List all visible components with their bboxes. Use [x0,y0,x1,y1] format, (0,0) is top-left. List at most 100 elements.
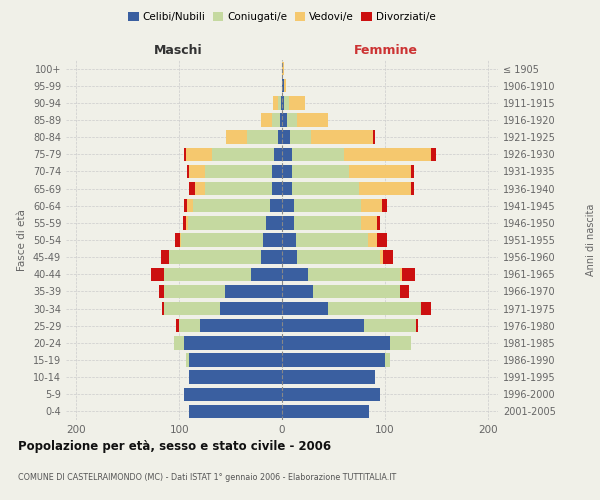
Bar [382,199,387,212]
Bar [421,302,431,316]
Bar [175,234,180,246]
Bar [278,96,281,110]
Bar [282,250,298,264]
Bar [373,130,374,144]
Bar [308,268,400,281]
Bar [272,182,282,196]
Bar [390,336,410,349]
Bar [282,388,380,401]
Bar [400,268,403,281]
Bar [190,182,194,196]
Bar [377,216,380,230]
Bar [313,284,400,298]
Bar [205,164,272,178]
Legend: Celibi/Nubili, Coniugati/e, Vedovi/e, Divorziati/e: Celibi/Nubili, Coniugati/e, Vedovi/e, Di… [124,8,440,26]
Bar [169,250,262,264]
Bar [282,182,292,196]
Bar [284,96,289,110]
Bar [190,164,205,178]
Bar [187,148,212,161]
Bar [263,234,282,246]
Bar [187,199,193,212]
Bar [328,302,421,316]
Bar [400,284,409,298]
Bar [164,268,251,281]
Bar [187,354,190,366]
Bar [278,130,282,144]
Bar [290,130,311,144]
Bar [292,164,349,178]
Bar [262,250,282,264]
Bar [179,319,200,332]
Bar [184,388,282,401]
Bar [359,182,410,196]
Bar [296,234,368,246]
Bar [380,250,383,264]
Bar [410,164,413,178]
Bar [273,96,278,110]
Bar [431,148,436,161]
Bar [282,96,284,110]
Bar [383,250,393,264]
Bar [361,216,377,230]
Bar [280,114,282,126]
Bar [282,62,284,76]
Bar [282,319,364,332]
Bar [282,114,287,126]
Text: Popolazione per età, sesso e stato civile - 2006: Popolazione per età, sesso e stato civil… [18,440,331,453]
Bar [282,336,390,349]
Bar [287,114,298,126]
Bar [226,284,282,298]
Bar [247,130,278,144]
Bar [176,319,179,332]
Bar [295,199,361,212]
Bar [416,319,418,332]
Bar [180,234,181,246]
Bar [220,302,282,316]
Bar [410,182,413,196]
Text: COMUNE DI CASTELRAIMONDO (MC) - Dati ISTAT 1° gennaio 2006 - Elaborazione TUTTIT: COMUNE DI CASTELRAIMONDO (MC) - Dati IST… [18,473,396,482]
Bar [377,234,387,246]
Y-axis label: Fasce di età: Fasce di età [17,209,27,271]
Bar [190,404,282,418]
Bar [295,216,361,230]
Bar [385,354,390,366]
Bar [184,148,187,161]
Bar [284,79,286,92]
Bar [188,216,266,230]
Bar [282,268,308,281]
Bar [226,130,247,144]
Bar [266,216,282,230]
Bar [161,250,169,264]
Bar [272,164,282,178]
Bar [403,268,415,281]
Bar [289,96,305,110]
Bar [184,199,187,212]
Bar [282,199,295,212]
Bar [174,336,184,349]
Bar [361,199,382,212]
Bar [344,148,431,161]
Bar [187,216,188,230]
Bar [282,164,292,178]
Bar [164,302,220,316]
Bar [364,319,416,332]
Bar [187,164,190,178]
Bar [190,354,282,366]
Bar [282,284,313,298]
Bar [161,302,164,316]
Bar [298,114,328,126]
Bar [282,234,296,246]
Bar [272,114,280,126]
Bar [282,79,284,92]
Bar [282,404,370,418]
Bar [292,182,359,196]
Bar [274,148,282,161]
Bar [181,234,263,246]
Bar [282,302,328,316]
Bar [269,199,282,212]
Bar [368,234,377,246]
Bar [190,370,282,384]
Bar [205,182,272,196]
Bar [282,130,290,144]
